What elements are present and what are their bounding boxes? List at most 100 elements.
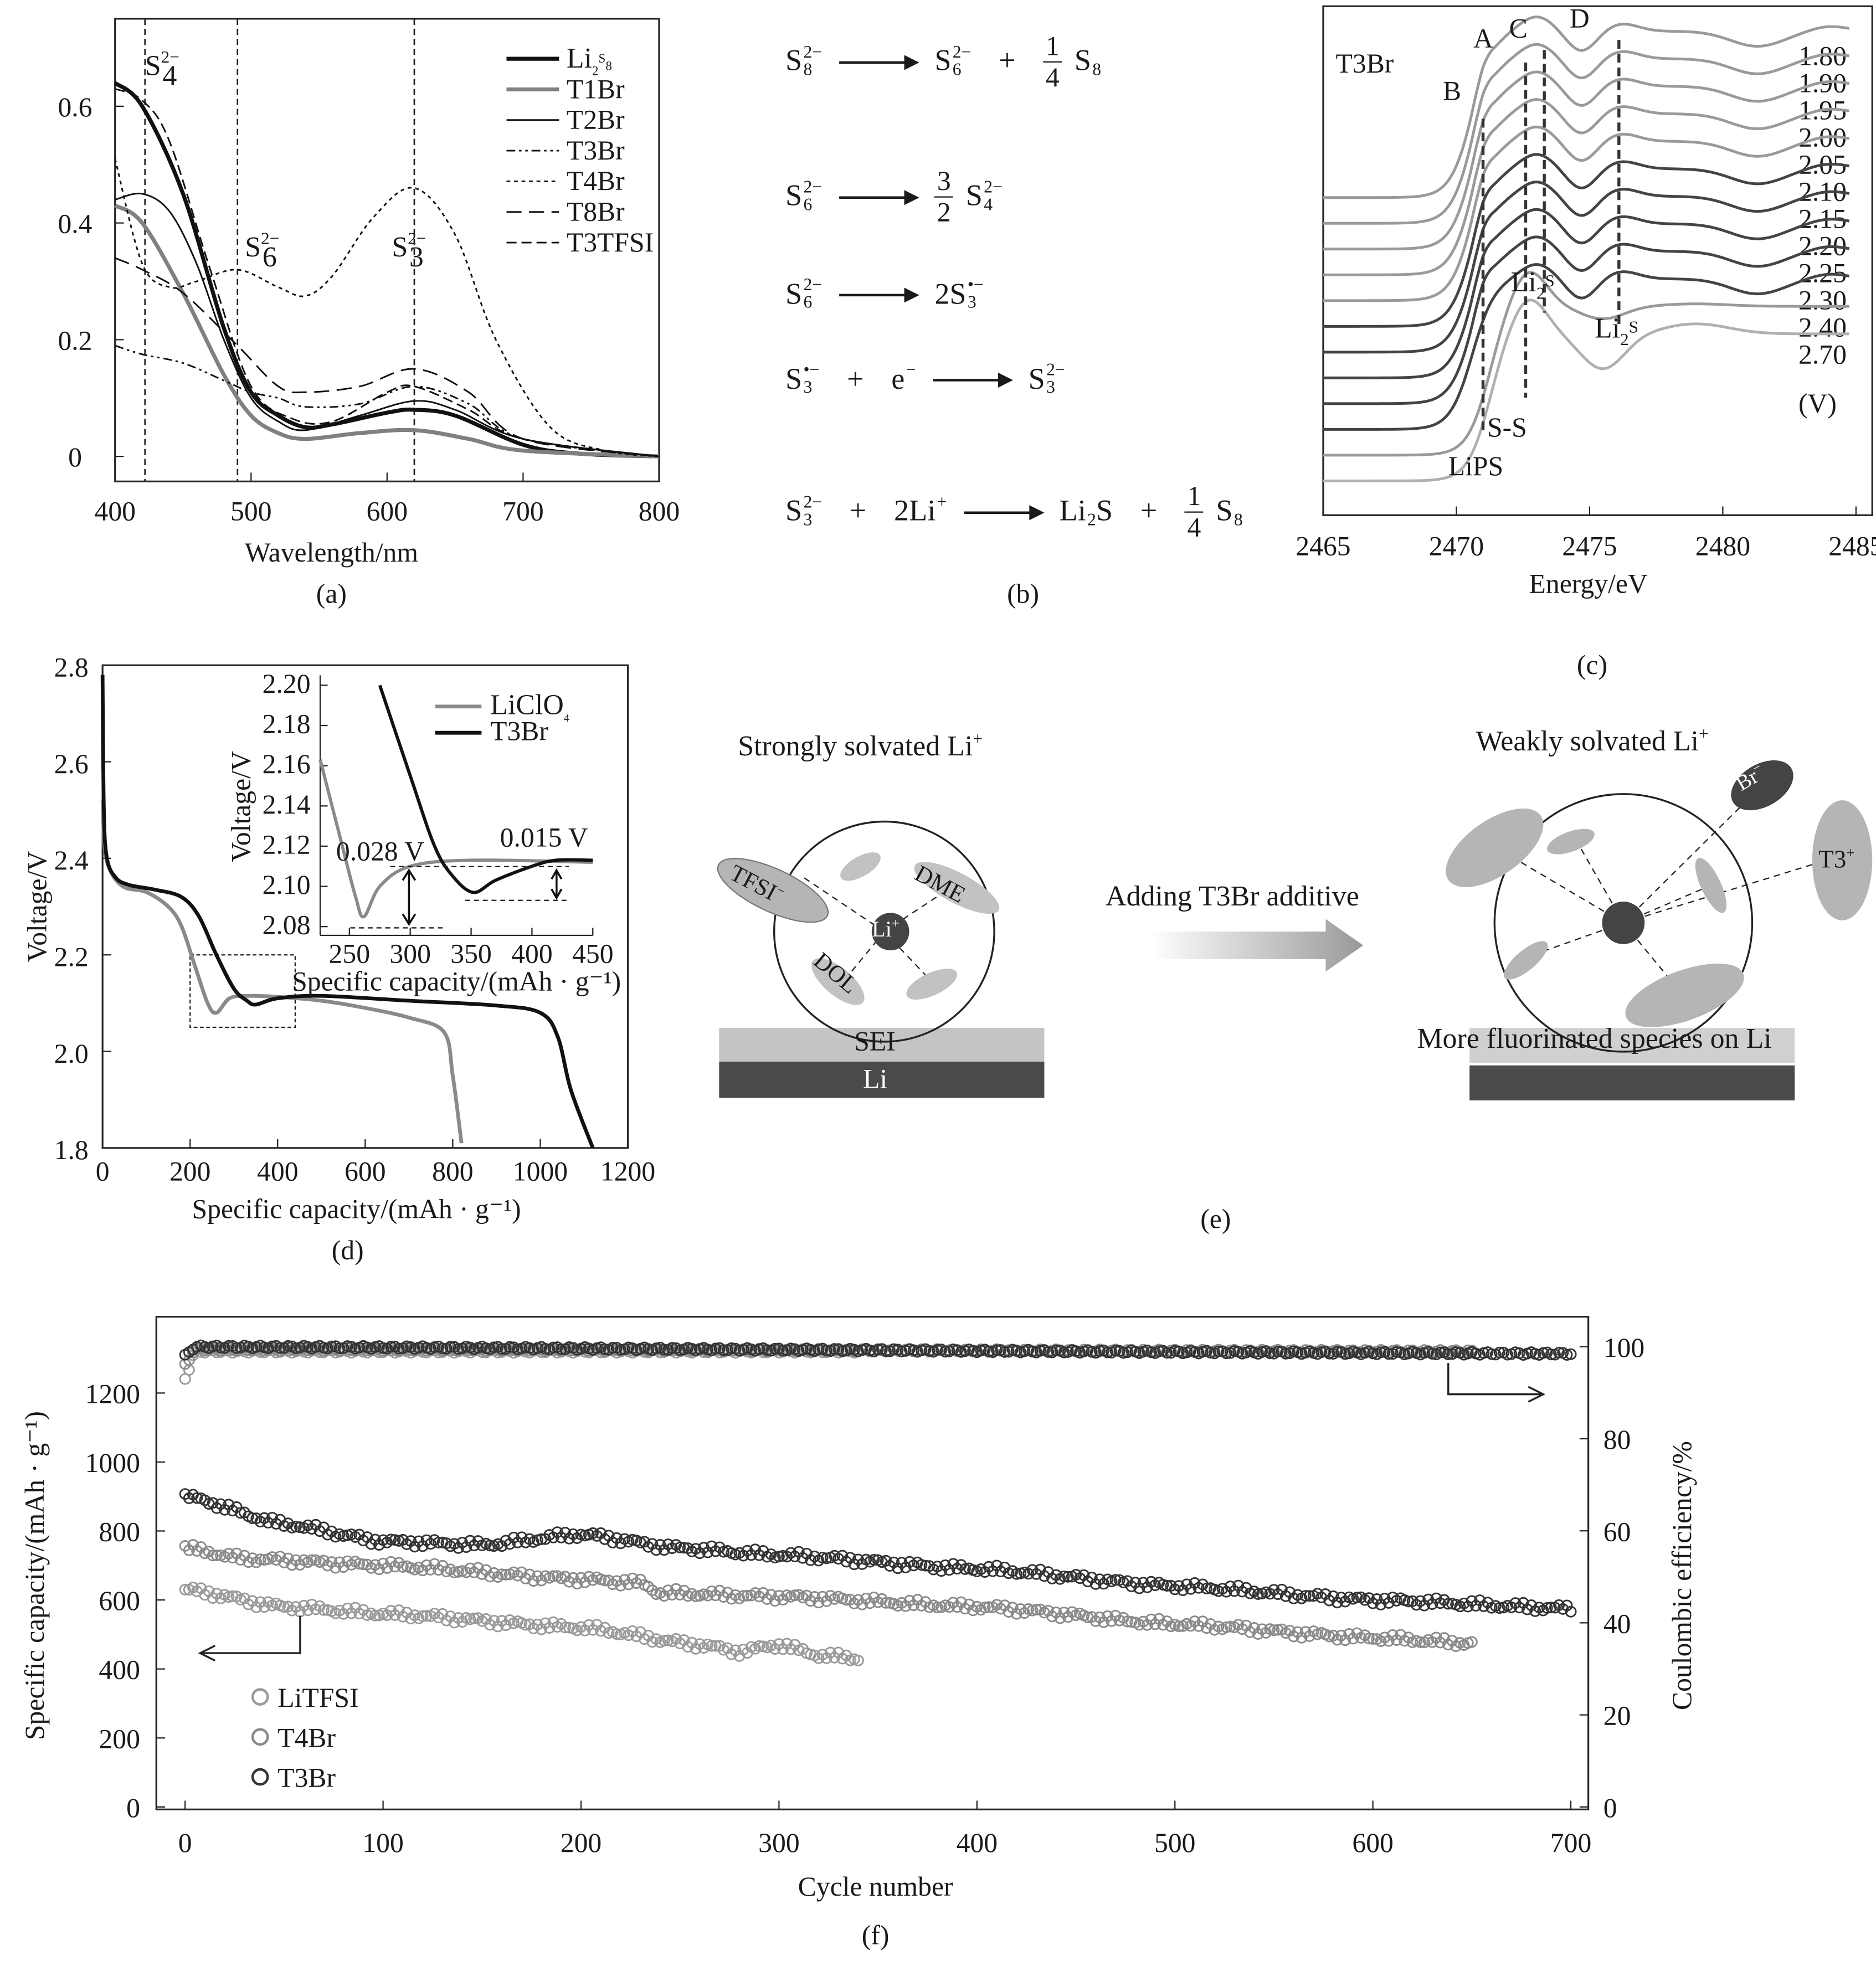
capacity-point-LiTFSI: [286, 1604, 298, 1617]
capacity-point-T4Br: [1030, 1604, 1042, 1616]
capacity-point-T3Br: [710, 1545, 722, 1557]
inset-x-axis-label: Specific capacity/(mAh · g⁻¹): [292, 966, 621, 996]
ce-point-T3Br: [429, 1341, 441, 1353]
ce-point-T3Br: [282, 1340, 294, 1352]
ce-point-T3Br: [1264, 1347, 1276, 1359]
inset-background: [320, 675, 593, 935]
y-axis-label-f: Specific capacity/(mAh · g⁻¹): [19, 1411, 50, 1740]
coordination-line: [850, 931, 885, 974]
capacity-point-T4Br: [547, 1570, 559, 1582]
operator: +: [847, 363, 864, 396]
ce-point-T3Br: [333, 1342, 346, 1355]
ce-point-T3Br: [215, 1341, 227, 1353]
capacity-point-T3Br: [1553, 1599, 1565, 1611]
capacity-point-T3Br: [785, 1547, 797, 1559]
capacity-point-LiTFSI: [417, 1610, 429, 1622]
capacity-point-LiTFSI: [195, 1582, 207, 1594]
capacity-point-LiTFSI: [243, 1598, 255, 1610]
y-tick-right-label-f: 100: [1603, 1332, 1644, 1363]
capacity-point-T3Br: [1545, 1602, 1557, 1614]
capacity-point-T3Br: [385, 1533, 397, 1546]
operator: +: [849, 495, 867, 528]
x-tick-label-a: 500: [230, 496, 271, 526]
species: S 2− 3: [1028, 361, 1065, 398]
ce-point-T3Br: [1117, 1347, 1129, 1359]
capacity-point-T4Br: [1296, 1631, 1308, 1644]
x-axis-label-f: Cycle number: [798, 1871, 953, 1902]
capacity-point-LiTFSI: [721, 1642, 733, 1654]
capacity-point-T4Br: [1375, 1635, 1387, 1647]
ce-point-T3Br: [614, 1344, 626, 1356]
capacity-point-T3Br: [1046, 1572, 1058, 1584]
capacity-point-LiTFSI: [638, 1633, 650, 1645]
ce-point-T3Br: [563, 1341, 575, 1353]
xanes-curve: [1323, 298, 1849, 482]
capacity-point-T3Br: [1493, 1602, 1505, 1614]
capacity-point-T4Br: [480, 1564, 492, 1576]
capacity-point-T4Br: [1450, 1640, 1462, 1652]
ce-point-T3Br: [1502, 1348, 1514, 1361]
capacity-point-T4Br: [523, 1568, 536, 1581]
capacity-point-LiTFSI: [282, 1600, 294, 1613]
x-axis-label-c: Energy/eV: [1529, 568, 1648, 599]
y-tick-label-d: 2.6: [54, 749, 89, 779]
ce-point-T3Br: [444, 1341, 456, 1353]
scatter-points: [179, 1339, 1577, 1666]
ce-point-T3Br: [674, 1344, 686, 1356]
ce-point-T3Br: [1450, 1346, 1462, 1358]
ce-point-T3Br: [1486, 1348, 1498, 1360]
capacity-point-LiTFSI: [420, 1610, 433, 1622]
ce-point-T3Br: [983, 1345, 995, 1357]
ce-point-T3Br: [503, 1341, 516, 1353]
marker-label-C: C: [1509, 13, 1528, 44]
capacity-point-T4Br: [1379, 1631, 1391, 1644]
y-tick-label-f: 1000: [85, 1448, 140, 1478]
capacity-point-T3Br: [1541, 1602, 1553, 1614]
ce-point-T3Br: [1315, 1346, 1328, 1358]
inset-x-tick-label: 350: [450, 939, 491, 969]
capacity-point-T4Br: [967, 1604, 979, 1617]
capacity-point-T4Br: [207, 1550, 219, 1562]
left-axis-arrow-icon: [198, 1615, 301, 1662]
reaction-equation: S •− 3 + e − S 2− 3: [785, 361, 1065, 398]
capacity-point-T3Br: [1058, 1570, 1070, 1582]
capacity-point-T4Br: [1209, 1624, 1221, 1636]
marker-label-bottom: S-S: [1487, 412, 1527, 442]
capacity-point-T3Br: [1026, 1564, 1039, 1576]
capacity-point-T4Br: [1276, 1623, 1288, 1635]
capacity-point-T3Br: [1022, 1568, 1035, 1580]
ce-point-T3Br: [896, 1345, 908, 1357]
capacity-point-T3Br: [1478, 1600, 1490, 1612]
inset-y-tick-label: 2.18: [263, 709, 311, 739]
ce-point-T3Br: [1220, 1347, 1232, 1360]
inset-series-T3Br: [378, 684, 593, 894]
capacity-point-T4Br: [230, 1547, 243, 1559]
capacity-point-T4Br: [813, 1597, 825, 1609]
capacity-point-T3Br: [1125, 1580, 1138, 1592]
capacity-point-T4Br: [931, 1602, 943, 1614]
ce-point-T3Br: [1205, 1347, 1217, 1359]
marker-label-bottom: LiPS: [1448, 451, 1503, 481]
capacity-point-T4Br: [674, 1588, 686, 1600]
legend-label-T4Br: T4Br: [567, 166, 625, 196]
y-axis-right-label-f: Coulombic efficiency/%: [1667, 1441, 1697, 1710]
capacity-point-T4Br: [1089, 1615, 1102, 1627]
capacity-point-T4Br: [864, 1597, 876, 1609]
xanes-curve: [1323, 263, 1850, 431]
capacity-point-T3Br: [417, 1540, 429, 1552]
y-tick-right-label-f: 40: [1603, 1608, 1631, 1639]
ce-point-T3Br: [599, 1343, 611, 1355]
inset-annotation: 0.015 V: [500, 822, 588, 853]
capacity-point-LiTFSI: [713, 1640, 726, 1652]
ce-point-T3Br: [207, 1340, 219, 1352]
capacity-point-LiTFSI: [623, 1629, 635, 1641]
capacity-point-LiTFSI: [405, 1613, 417, 1625]
capacity-point-T4Br: [433, 1564, 445, 1576]
capacity-point-LiTFSI: [456, 1616, 469, 1628]
capacity-point-T3Br: [1050, 1569, 1062, 1581]
x-tick-label-f: 600: [1352, 1828, 1393, 1858]
capacity-point-T4Br: [646, 1584, 659, 1597]
capacity-point-LiTFSI: [813, 1652, 825, 1664]
